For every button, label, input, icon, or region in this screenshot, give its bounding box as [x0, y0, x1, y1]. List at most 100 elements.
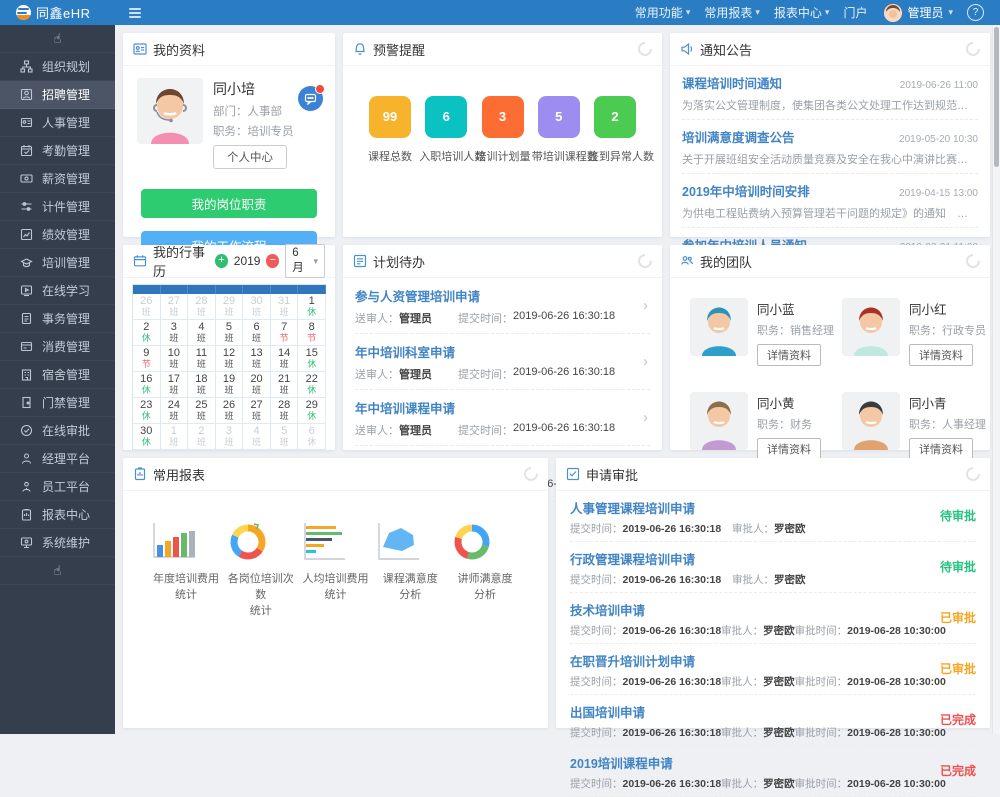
- approval-title[interactable]: 技术培训申请: [570, 604, 646, 618]
- year-increment-button[interactable]: +: [215, 254, 228, 268]
- calendar-day-cell[interactable]: 4 班: [243, 424, 271, 450]
- sidebar-item[interactable]: 门禁管理: [0, 389, 115, 417]
- menu-toggle-icon[interactable]: [129, 7, 141, 18]
- sidebar-item[interactable]: 系统维护: [0, 529, 115, 557]
- approval-item[interactable]: 人事管理课程培训申请 提交时间：2019-06-26 16:30:18 审批人：…: [570, 491, 976, 542]
- calendar-day-cell[interactable]: 20 班: [243, 372, 271, 398]
- calendar-day-cell[interactable]: 21 班: [270, 372, 299, 398]
- approval-item[interactable]: 2019培训课程申请 提交时间：2019-06-26 16:30:18 审批人：…: [570, 746, 976, 797]
- calendar-day-cell[interactable]: 15 休: [298, 346, 326, 372]
- year-decrement-button[interactable]: −: [266, 254, 280, 268]
- calendar-day-cell[interactable]: 18 班: [188, 372, 216, 398]
- calendar-day-cell[interactable]: 5 班: [270, 424, 299, 450]
- calendar-day-cell[interactable]: 28 班: [270, 398, 299, 424]
- approval-item[interactable]: 技术培训申请 提交时间：2019-06-26 16:30:18 审批人：罗密欧 …: [570, 593, 976, 644]
- calendar-day-cell[interactable]: 3 班: [160, 320, 189, 346]
- approval-title[interactable]: 人事管理课程培训申请: [570, 502, 696, 516]
- notice-title[interactable]: 课程培训时间通知: [682, 77, 783, 91]
- sidebar-item[interactable]: 员工平台: [0, 473, 115, 501]
- calendar-day-cell[interactable]: 7 节: [270, 320, 299, 346]
- refresh-icon[interactable]: [521, 464, 541, 484]
- chevron-right-icon[interactable]: ›: [643, 296, 648, 314]
- calendar-day-cell[interactable]: 13 班: [243, 346, 271, 372]
- page-scrollbar[interactable]: [992, 25, 1000, 734]
- scrollbar-thumb[interactable]: [994, 27, 999, 167]
- sidebar-item[interactable]: 计件管理: [0, 193, 115, 221]
- notice-item[interactable]: 2019年中培训时间安排 2019-04-15 13:00 为供电工程贴费纳入预…: [682, 174, 978, 228]
- sidebar-item[interactable]: 培训管理: [0, 249, 115, 277]
- sidebar-item[interactable]: 在线审批: [0, 417, 115, 445]
- topbar-menu-item[interactable]: 常用功能 ▾: [634, 6, 691, 20]
- calendar-day-cell[interactable]: 29 班: [215, 294, 244, 320]
- calendar-day-cell[interactable]: 11 班: [188, 346, 216, 372]
- refresh-icon[interactable]: [963, 464, 983, 484]
- calendar-day-cell[interactable]: 9 节: [133, 346, 161, 372]
- notice-item[interactable]: 培训满意度调查公告 2019-05-20 10:30 关于开展班组安全活动质量竞…: [682, 120, 978, 174]
- calendar-day-cell[interactable]: 1 休: [298, 294, 326, 320]
- sidebar-item[interactable]: 招聘管理: [0, 81, 115, 109]
- sidebar-item[interactable]: 人事管理: [0, 109, 115, 137]
- calendar-day-cell[interactable]: 5 班: [215, 320, 244, 346]
- alert-tile-value[interactable]: 5: [537, 96, 580, 138]
- member-detail-button[interactable]: 详情资料: [757, 438, 821, 460]
- calendar-day-cell[interactable]: 2 班: [188, 424, 216, 450]
- calendar-day-cell[interactable]: 23 休: [133, 398, 161, 424]
- member-detail-button[interactable]: 详情资料: [757, 344, 821, 366]
- sidebar-item[interactable]: 消费管理: [0, 333, 115, 361]
- calendar-day-cell[interactable]: 22 休: [298, 372, 326, 398]
- sidebar-item[interactable]: 薪资管理: [0, 165, 115, 193]
- approval-item[interactable]: 行政管理课程培训申请 提交时间：2019-06-26 16:30:18 审批人：…: [570, 542, 976, 593]
- calendar-day-cell[interactable]: 4 班: [188, 320, 216, 346]
- calendar-day-cell[interactable]: 31 班: [270, 294, 299, 320]
- refresh-icon[interactable]: [963, 251, 983, 271]
- todo-title[interactable]: 年中培训科室申请: [355, 346, 456, 360]
- todo-item[interactable]: 年中培训课程申请 送审人： 管理员 提交时间： 2019-06-26 16:30…: [355, 390, 650, 446]
- calendar-day-cell[interactable]: 19 班: [215, 372, 244, 398]
- sidebar-item[interactable]: 宿舍管理: [0, 361, 115, 389]
- approval-item[interactable]: 在职晋升培训计划申请 提交时间：2019-06-26 16:30:18 审批人：…: [570, 644, 976, 695]
- report-shortcut[interactable]: 各岗位培训次数 统计: [224, 521, 298, 619]
- topbar-menu-item[interactable]: 常用报表 ▾: [704, 6, 760, 20]
- help-icon[interactable]: ?: [967, 4, 984, 21]
- calendar-day-cell[interactable]: 12 班: [215, 346, 244, 372]
- report-shortcut[interactable]: 年度培训费用 统计: [149, 521, 223, 619]
- chevron-right-icon[interactable]: ›: [643, 352, 648, 370]
- alert-tile-value[interactable]: 6: [425, 96, 468, 138]
- member-detail-button[interactable]: 详情资料: [909, 438, 973, 460]
- sidebar-item[interactable]: 报表中心: [0, 501, 115, 529]
- report-shortcut[interactable]: 讲师满意度 分析: [448, 521, 522, 619]
- todo-item[interactable]: 年中培训科室申请 送审人： 管理员 提交时间： 2019-06-26 16:30…: [355, 334, 650, 390]
- notice-title[interactable]: 2019年中培训时间安排: [682, 185, 810, 199]
- app-logo[interactable]: 同鑫eHR: [0, 3, 115, 22]
- todo-title[interactable]: 年中培训课程申请: [355, 402, 456, 416]
- calendar-day-cell[interactable]: 17 班: [160, 372, 189, 398]
- calendar-day-cell[interactable]: 6 休: [298, 424, 326, 450]
- topbar-menu-item[interactable]: 门户: [843, 6, 868, 20]
- sidebar-item[interactable]: 绩效管理: [0, 221, 115, 249]
- refresh-icon[interactable]: [635, 251, 655, 271]
- user-menu[interactable]: 管理员 ▾: [884, 3, 953, 22]
- alert-tile-value[interactable]: 3: [481, 96, 524, 138]
- sidebar-item[interactable]: 在线学习: [0, 277, 115, 305]
- month-select[interactable]: 6月 ▾: [285, 244, 325, 278]
- approval-title[interactable]: 在职晋升培训计划申请: [570, 655, 696, 669]
- topbar-menu-item[interactable]: 报表中心 ▾: [773, 6, 830, 20]
- hand-pointer-icon-top[interactable]: ☝: [0, 25, 115, 53]
- report-shortcut[interactable]: 课程满意度 分析: [373, 521, 447, 619]
- message-icon[interactable]: [298, 84, 325, 111]
- approval-title[interactable]: 出国培训申请: [570, 706, 646, 720]
- calendar-day-cell[interactable]: 2 休: [133, 320, 161, 346]
- sidebar-item[interactable]: 经理平台: [0, 445, 115, 473]
- notice-title[interactable]: 培训满意度调查公告: [682, 131, 795, 145]
- approval-item[interactable]: 出国培训申请 提交时间：2019-06-26 16:30:18 审批人：罗密欧 …: [570, 695, 976, 746]
- calendar-day-cell[interactable]: 26 班: [215, 398, 244, 424]
- refresh-icon[interactable]: [635, 39, 655, 59]
- todo-item[interactable]: 参与人资管理培训申请 送审人： 管理员 提交时间： 2019-06-26 16:…: [355, 278, 650, 334]
- calendar-day-cell[interactable]: 27 班: [160, 294, 189, 320]
- report-shortcut[interactable]: 人均培训费用 统计: [299, 521, 373, 619]
- sidebar-item[interactable]: 考勤管理: [0, 137, 115, 165]
- calendar-day-cell[interactable]: 10 班: [160, 346, 189, 372]
- todo-title[interactable]: 参与人资管理培训申请: [355, 290, 481, 304]
- my-duty-button[interactable]: 我的岗位职责: [141, 189, 317, 218]
- sidebar-item[interactable]: 组织规划: [0, 53, 115, 81]
